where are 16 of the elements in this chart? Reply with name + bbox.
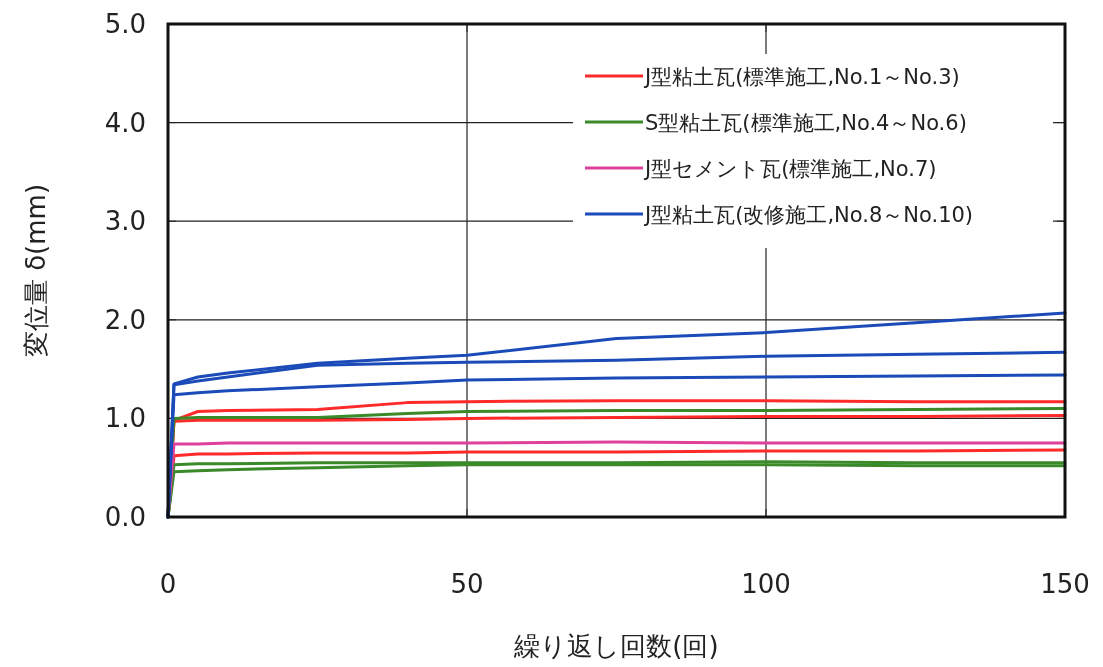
legend-label: J型粘土瓦(改修施工,No.8～No.10)	[643, 203, 974, 227]
y-tick-label: 1.0	[104, 403, 146, 434]
x-tick-label: 150	[1040, 569, 1090, 599]
y-axis-title: 変位量 δ(mm)	[21, 183, 51, 358]
x-tick-label: 50	[450, 569, 484, 599]
x-tick-label: 0	[159, 569, 177, 599]
legend-label: J型セメント瓦(標準施工,No.7)	[643, 157, 937, 181]
legend-label: J型粘土瓦(標準施工,No.1～No.3)	[643, 65, 960, 89]
y-tick-label: 4.0	[104, 107, 146, 138]
y-tick-label: 2.0	[104, 304, 146, 335]
y-tick-label: 5.0	[104, 9, 146, 39]
x-tick-label: 100	[741, 569, 791, 599]
x-axis-title: 繰り返し回数(回)	[513, 631, 719, 661]
legend-label: S型粘土瓦(標準施工,No.4～No.6)	[645, 111, 967, 135]
y-tick-label: 0.0	[104, 502, 146, 532]
y-tick-label: 3.0	[104, 206, 146, 237]
